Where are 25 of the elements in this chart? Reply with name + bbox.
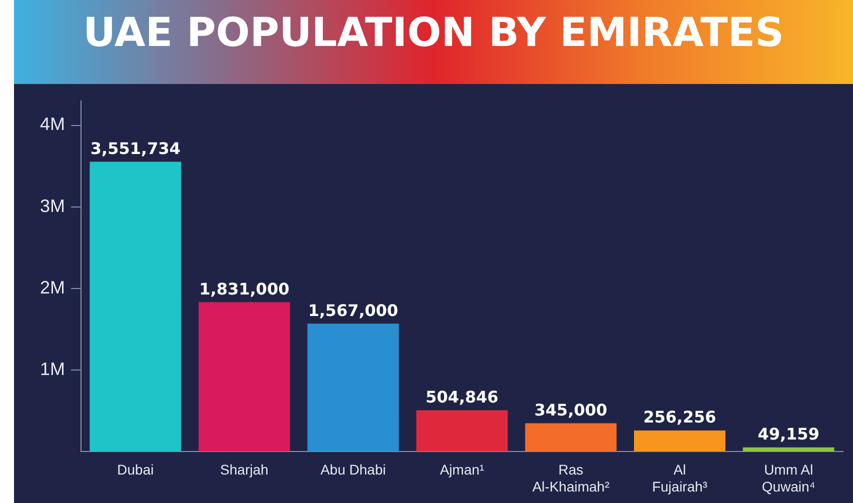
x-tick-label: Abu Dhabi	[320, 462, 386, 478]
x-tick-label: Ras Al-Khaimah²	[532, 462, 610, 494]
bar	[90, 162, 182, 452]
data-label: 345,000	[534, 400, 608, 420]
y-tick-label: 2M	[40, 277, 66, 298]
x-tick-label: Al Fujairah³	[652, 462, 708, 494]
x-tick-label: Dubai	[117, 462, 154, 478]
data-label: 49,159	[758, 424, 820, 444]
x-tick-label: Ajman¹	[440, 462, 485, 478]
data-label: 3,551,734	[90, 138, 180, 158]
chart-title: UAE POPULATION BY EMIRATES	[14, 0, 853, 84]
bar	[634, 430, 726, 452]
y-tick-label: 1M	[40, 358, 66, 379]
data-label: 256,256	[643, 408, 716, 427]
bar	[198, 302, 290, 452]
bar	[307, 324, 399, 452]
x-tick-label: Sharjah	[220, 462, 268, 478]
bar	[525, 423, 617, 452]
y-tick-label: 3M	[40, 196, 66, 216]
data-label: 1,567,000	[308, 300, 398, 320]
data-label: 1,831,000	[199, 279, 290, 298]
y-tick-label: 4M	[40, 114, 66, 134]
bar	[416, 410, 508, 452]
data-label: 504,846	[426, 387, 498, 406]
x-tick-label: Umm Al Quwain⁴	[762, 462, 816, 494]
